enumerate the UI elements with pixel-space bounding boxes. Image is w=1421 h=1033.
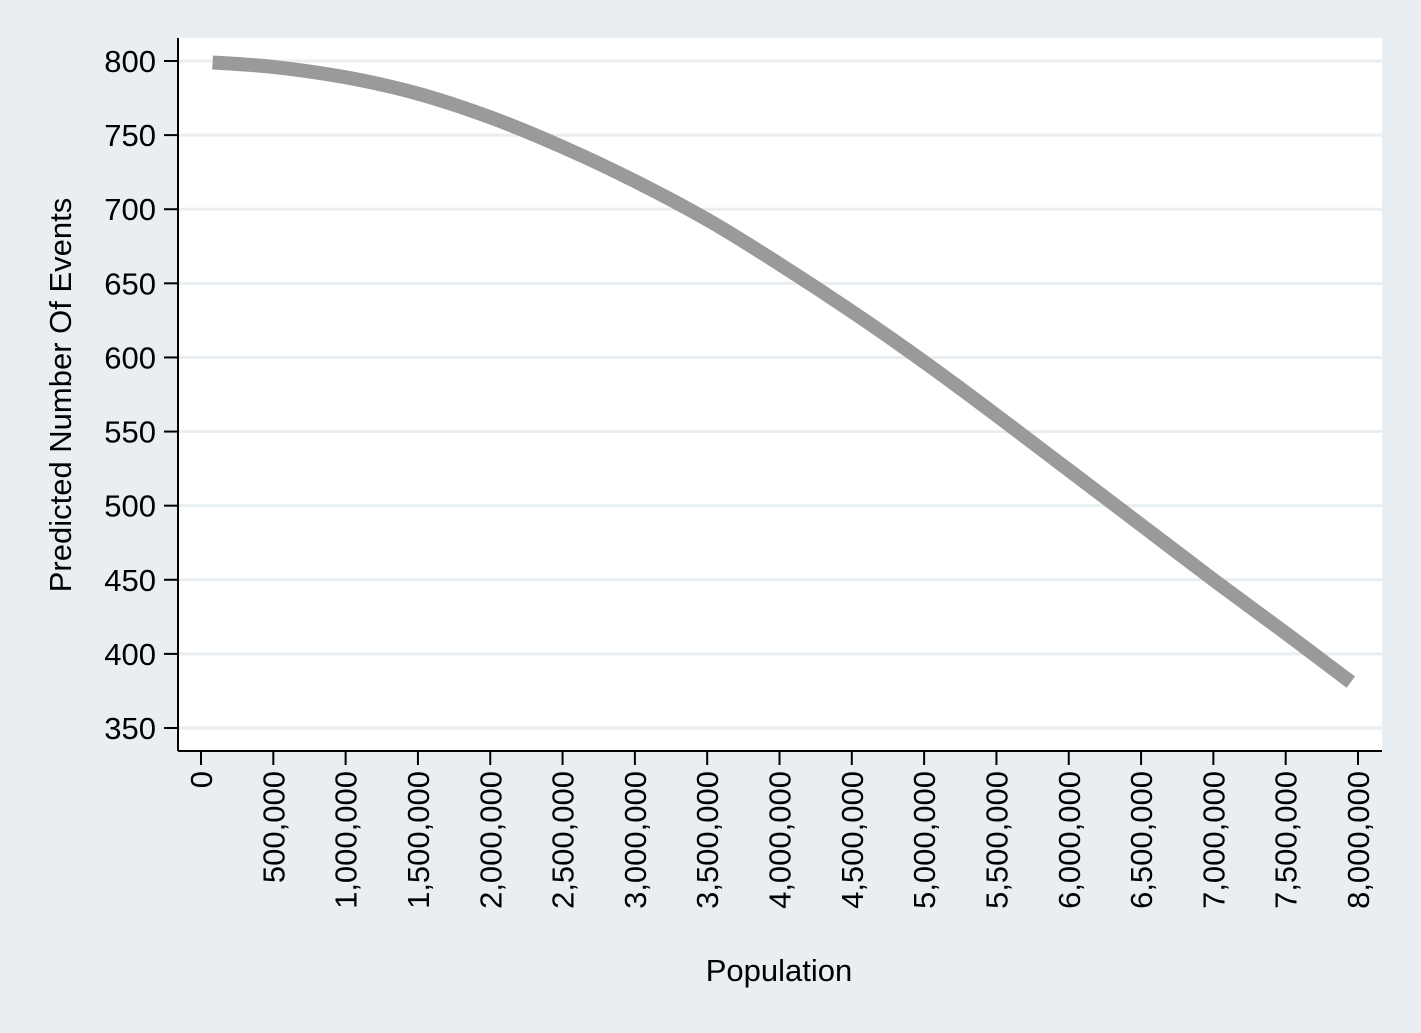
x-tick-label: 5,000,000 <box>907 771 942 909</box>
y-axis-ticks: 350 400 450 500 550 600 650 700 750 800 <box>104 44 178 746</box>
series-line <box>212 55 1356 688</box>
x-tick-label: 1,500,000 <box>401 771 436 909</box>
y-tick-label: 350 <box>104 711 156 746</box>
plot-area <box>178 38 1382 751</box>
y-tick-label: 550 <box>104 415 156 450</box>
x-tick-label: 500,000 <box>256 771 291 883</box>
x-tick-label: 0 <box>184 771 219 788</box>
x-tick-label: 1,000,000 <box>329 771 364 909</box>
x-tick-label: 8,000,000 <box>1341 771 1376 909</box>
y-tick-label: 500 <box>104 489 156 524</box>
x-tick-label: 2,500,000 <box>546 771 581 909</box>
y-axis-title: Predicted Number Of Events <box>43 198 78 593</box>
x-tick-label: 4,500,000 <box>835 771 870 909</box>
x-tick-label: 7,500,000 <box>1269 771 1304 909</box>
x-tick-label: 4,000,000 <box>763 771 798 909</box>
y-tick-label: 700 <box>104 192 156 227</box>
y-tick-label: 650 <box>104 266 156 301</box>
x-tick-label: 2,000,000 <box>473 771 508 909</box>
x-axis-title: Population <box>706 953 853 988</box>
y-tick-label: 800 <box>104 44 156 79</box>
y-tick-label: 400 <box>104 637 156 672</box>
x-tick-label: 3,000,000 <box>618 771 653 909</box>
x-axis-ticks: 0 500,000 1,000,000 1,500,000 2,000,000 2,500… <box>184 751 1376 909</box>
y-tick-label: 450 <box>104 563 156 598</box>
y-tick-label: 600 <box>104 340 156 375</box>
x-tick-label: 6,500,000 <box>1124 771 1159 909</box>
grid-lines <box>178 59 1382 730</box>
x-tick-label: 3,500,000 <box>690 771 725 909</box>
x-tick-label: 7,000,000 <box>1196 771 1231 909</box>
x-tick-label: 5,500,000 <box>979 771 1014 909</box>
x-tick-label: 6,000,000 <box>1052 771 1087 909</box>
y-tick-label: 750 <box>104 118 156 153</box>
